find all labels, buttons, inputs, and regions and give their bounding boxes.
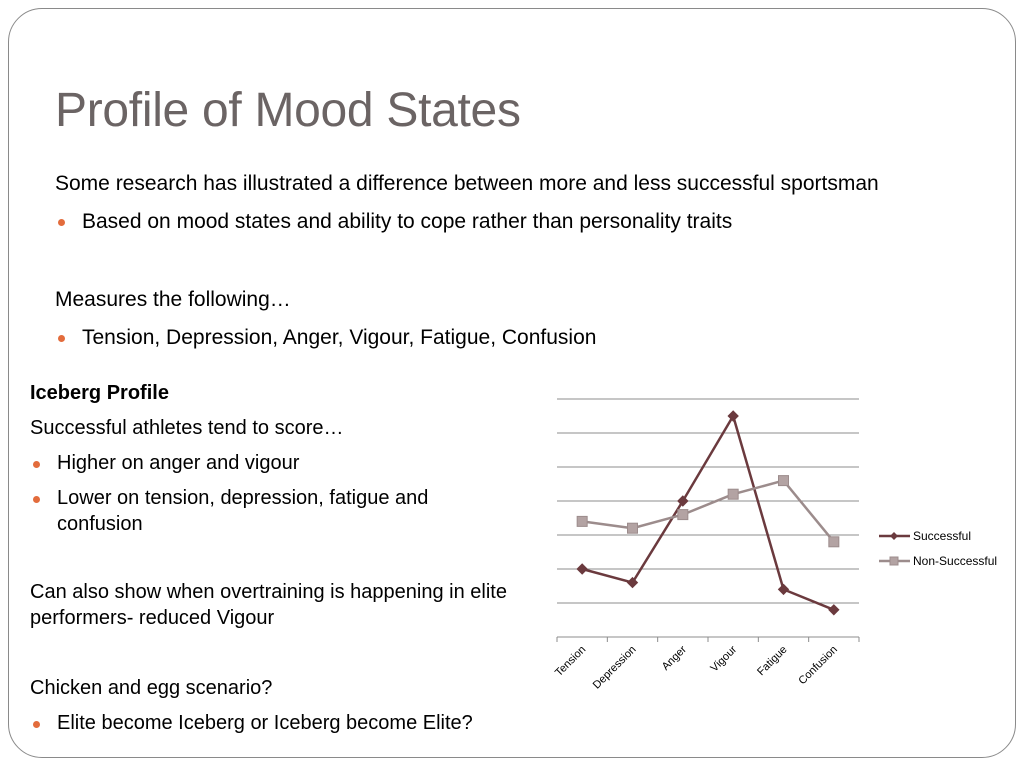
data-point-non-successful — [778, 475, 789, 487]
data-point-successful — [576, 563, 588, 575]
bullet-dot-icon — [58, 219, 65, 226]
measures-bullet-text: Tension, Depression, Anger, Vigour, Fati… — [82, 326, 597, 349]
bullet-dot-icon — [33, 461, 40, 468]
iceberg-bullet-item: Higher on anger and vigour — [30, 450, 550, 476]
legend-marker-successful — [890, 532, 898, 540]
slide-frame — [8, 8, 1016, 758]
chicken-egg-text: Chicken and egg scenario? — [30, 677, 273, 699]
x-tick-label: Anger — [660, 643, 689, 672]
iceberg-bullet-text: Higher on anger and vigour — [57, 452, 300, 474]
mood-chart: Tension Depression Anger Vigour Fatigue Confu… — [530, 380, 1020, 710]
iceberg-bullet-item: Lower on tension, depression, fatigue an… — [30, 485, 490, 537]
bullet-dot-icon — [58, 335, 65, 342]
legend-marker-non-successful — [889, 556, 899, 566]
overtraining-text: Can also show when overtraining is happe… — [30, 581, 507, 629]
x-tick-label: Depression — [591, 644, 639, 692]
legend-label: Non-Successful — [913, 554, 997, 568]
bullet-dot-icon — [33, 496, 40, 503]
iceberg-block: Iceberg Profile Successful athletes tend… — [30, 380, 550, 736]
data-point-non-successful — [627, 522, 638, 534]
series-line-successful — [581, 414, 835, 611]
iceberg-bullet-item: Elite become Iceberg or Iceberg become E… — [30, 710, 550, 736]
iceberg-bullet-text: Lower on tension, depression, fatigue an… — [57, 487, 429, 535]
data-point-successful — [626, 576, 639, 589]
bullet-dot-icon — [33, 721, 40, 728]
x-tick-label: Vigour — [708, 643, 739, 674]
legend-label: Successful — [913, 529, 971, 543]
x-tick-label: Fatigue — [755, 644, 789, 678]
measures-heading: Measures the following… — [55, 288, 291, 311]
intro-bullet-text: Based on mood states and ability to cope… — [82, 210, 733, 233]
data-point-successful — [828, 604, 840, 616]
iceberg-lead: Successful athletes tend to score… — [30, 417, 344, 439]
iceberg-heading: Iceberg Profile — [30, 382, 169, 404]
data-point-non-successful — [828, 536, 840, 548]
data-point-non-successful — [576, 515, 588, 527]
data-point-non-successful — [677, 509, 689, 521]
x-tick-label: Tension — [553, 644, 588, 679]
mood-chart-svg: Tension Depression Anger Vigour Fatigue Confu… — [553, 398, 997, 692]
data-point-successful — [727, 410, 739, 422]
iceberg-bullet-text: Elite become Iceberg or Iceberg become E… — [57, 712, 473, 734]
measures-bullet-item: Tension, Depression, Anger, Vigour, Fati… — [55, 324, 985, 352]
series-line-non-successful — [581, 479, 835, 543]
data-point-successful — [777, 583, 790, 596]
intro-bullet-item: Based on mood states and ability to cope… — [55, 208, 985, 236]
data-point-successful — [677, 495, 689, 507]
data-point-non-successful — [727, 488, 739, 500]
intro-text: Some research has illustrated a differen… — [55, 172, 879, 195]
intro-block: Some research has illustrated a differen… — [55, 170, 985, 352]
slide-title: Profile of Mood States — [55, 84, 521, 137]
x-tick-label: Confusion — [796, 644, 840, 688]
